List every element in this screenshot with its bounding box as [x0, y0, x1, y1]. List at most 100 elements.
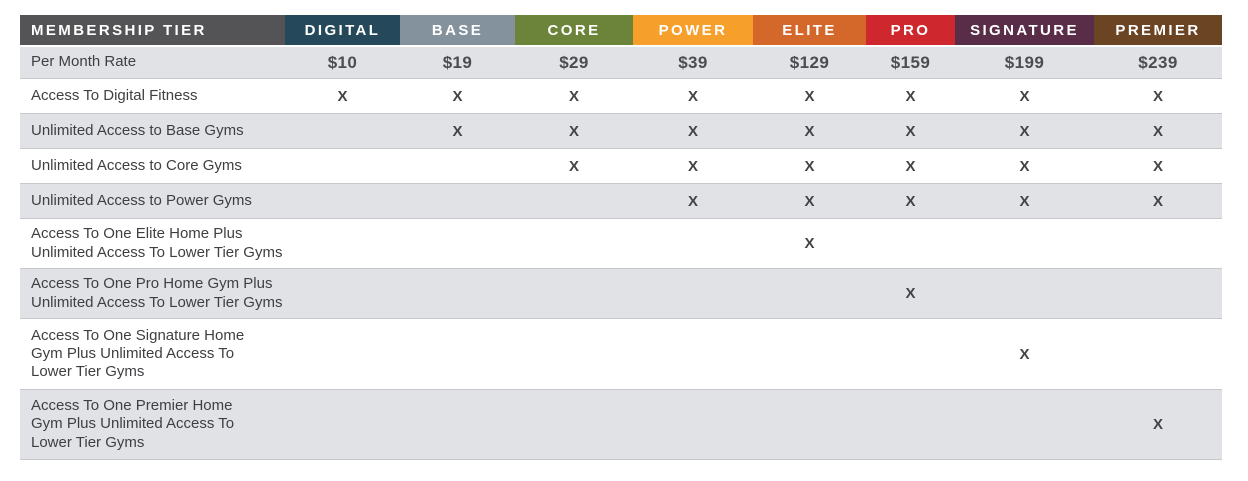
feature-cell-pro — [866, 319, 955, 389]
header-tier-elite: ELITE — [753, 15, 866, 45]
feature-cell-signature — [955, 219, 1094, 268]
price-cell-base: $19 — [442, 52, 473, 72]
feature-cell-power: X — [687, 157, 698, 175]
feature-cell-power — [633, 219, 753, 268]
table-row-elite-home: Access To One Elite Home Plus Unlimited … — [20, 218, 1222, 268]
price-cell-power: $39 — [678, 52, 708, 72]
feature-cell-power — [633, 390, 753, 459]
table-header-row: MEMBERSHIP TIER DIGITAL BASE CORE POWER … — [20, 15, 1222, 45]
feature-cell-premier: X — [1152, 157, 1163, 175]
feature-cell-power: X — [687, 192, 698, 210]
feature-cell-elite: X — [804, 122, 815, 140]
feature-cell-base: X — [452, 87, 463, 105]
header-tier-power: POWER — [633, 15, 753, 45]
feature-cell-signature: X — [1019, 192, 1030, 210]
feature-cell-base — [400, 219, 515, 268]
feature-cell-elite — [753, 319, 866, 389]
header-tier-core: CORE — [515, 15, 633, 45]
feature-cell-pro: X — [905, 285, 916, 302]
price-cell-digital: $10 — [327, 52, 358, 72]
feature-cell-elite: X — [804, 192, 815, 210]
feature-cell-base — [400, 149, 515, 183]
feature-cell-digital — [285, 149, 400, 183]
feature-cell-premier — [1094, 319, 1222, 389]
table-row-premier-home: Access To One Premier Home Gym Plus Unli… — [20, 389, 1222, 460]
price-cell-elite: $129 — [789, 52, 830, 72]
table-row-base-gyms: Unlimited Access to Base Gyms X X X X X … — [20, 113, 1222, 148]
feature-cell-premier: X — [1152, 416, 1163, 433]
feature-cell-signature: X — [1019, 122, 1030, 140]
feature-cell-power: X — [687, 122, 698, 140]
feature-cell-core: X — [568, 122, 579, 140]
feature-cell-digital — [285, 219, 400, 268]
membership-tier-table: MEMBERSHIP TIER DIGITAL BASE CORE POWER … — [20, 15, 1222, 460]
feature-cell-elite — [753, 269, 866, 318]
feature-cell-pro: X — [905, 157, 916, 175]
feature-cell-elite: X — [804, 157, 815, 175]
feature-cell-pro: X — [905, 122, 916, 140]
feature-cell-elite: X — [804, 235, 815, 252]
row-label: Per Month Rate — [31, 53, 137, 71]
row-label: Access To One Premier Home Gym Plus Unli… — [31, 397, 235, 451]
feature-cell-pro — [866, 219, 955, 268]
feature-cell-core: X — [568, 87, 579, 105]
feature-cell-signature — [955, 390, 1094, 459]
feature-cell-digital — [285, 390, 400, 459]
feature-cell-premier — [1094, 219, 1222, 268]
feature-cell-pro: X — [905, 192, 916, 210]
table-row-pro-home: Access To One Pro Home Gym Plus Unlimite… — [20, 268, 1222, 318]
feature-cell-premier: X — [1152, 87, 1163, 105]
feature-cell-core — [515, 219, 633, 268]
feature-cell-base — [400, 390, 515, 459]
feature-cell-digital — [285, 184, 400, 218]
feature-cell-premier: X — [1152, 122, 1163, 140]
feature-cell-power — [633, 269, 753, 318]
feature-cell-pro — [866, 390, 955, 459]
feature-cell-power — [633, 319, 753, 389]
header-tier-base: BASE — [400, 15, 515, 45]
header-membership-tier: MEMBERSHIP TIER — [20, 15, 285, 45]
price-cell-premier: $239 — [1138, 52, 1178, 72]
row-label: Access To One Signature Home Gym Plus Un… — [31, 326, 245, 381]
header-tier-premier: PREMIER — [1094, 15, 1222, 45]
feature-cell-base — [400, 184, 515, 218]
feature-cell-power: X — [687, 87, 698, 105]
feature-cell-elite — [753, 390, 866, 459]
feature-cell-base — [400, 319, 515, 389]
price-cell-pro: $159 — [890, 52, 931, 72]
feature-cell-core — [515, 184, 633, 218]
feature-cell-signature: X — [1019, 157, 1030, 175]
price-cell-core: $29 — [559, 52, 589, 72]
header-tier-signature: SIGNATURE — [955, 15, 1094, 45]
table-row-per-month-rate: Per Month Rate $10 $19 $29 $39 $129 $159… — [20, 47, 1222, 78]
table-row-core-gyms: Unlimited Access to Core Gyms X X X X X … — [20, 148, 1222, 183]
table-row-power-gyms: Unlimited Access to Power Gyms X X X X X — [20, 183, 1222, 218]
feature-cell-digital: X — [337, 87, 348, 105]
header-tier-pro: PRO — [866, 15, 955, 45]
feature-cell-digital — [285, 269, 400, 318]
header-tier-digital: DIGITAL — [285, 15, 400, 45]
row-label: Access To One Pro Home Gym Plus Unlimite… — [31, 275, 283, 311]
feature-cell-signature — [955, 269, 1094, 318]
feature-cell-premier — [1094, 269, 1222, 318]
feature-cell-base: X — [452, 122, 463, 140]
row-label: Unlimited Access to Power Gyms — [31, 191, 252, 209]
feature-cell-digital — [285, 114, 400, 148]
row-label: Unlimited Access to Base Gyms — [31, 121, 244, 139]
feature-cell-signature: X — [1019, 87, 1030, 105]
feature-cell-signature: X — [1019, 345, 1030, 363]
table-row-digital-fitness: Access To Digital Fitness X X X X X X X … — [20, 78, 1222, 113]
feature-cell-core — [515, 390, 633, 459]
feature-cell-core — [515, 269, 633, 318]
feature-cell-premier: X — [1152, 192, 1163, 210]
row-label: Unlimited Access to Core Gyms — [31, 156, 242, 174]
row-label: Access To One Elite Home Plus Unlimited … — [31, 225, 283, 261]
feature-cell-elite: X — [804, 87, 815, 105]
feature-cell-pro: X — [905, 87, 916, 105]
table-row-signature-home: Access To One Signature Home Gym Plus Un… — [20, 318, 1222, 389]
feature-cell-base — [400, 269, 515, 318]
feature-cell-digital — [285, 319, 400, 389]
feature-cell-core — [515, 319, 633, 389]
feature-cell-core: X — [568, 157, 579, 175]
price-cell-signature: $199 — [1004, 52, 1045, 72]
